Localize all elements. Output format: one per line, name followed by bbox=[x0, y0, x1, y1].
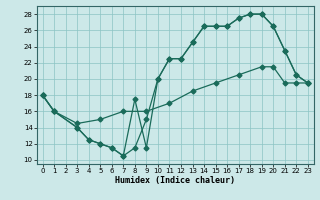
X-axis label: Humidex (Indice chaleur): Humidex (Indice chaleur) bbox=[115, 176, 235, 185]
